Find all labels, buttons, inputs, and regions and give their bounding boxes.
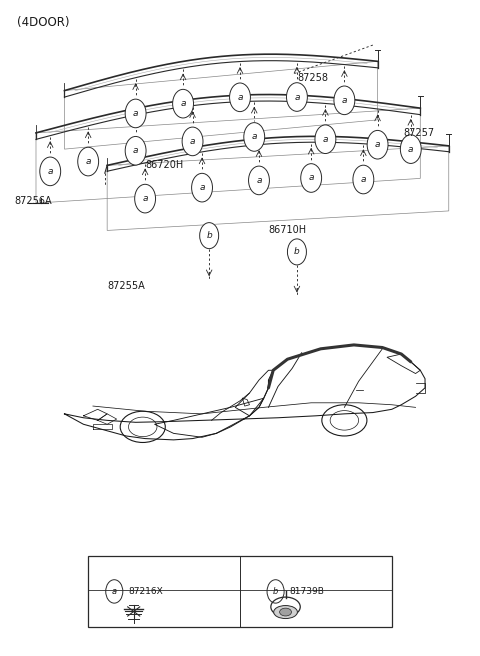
Text: a: a [252, 133, 257, 142]
Text: 87216X: 87216X [129, 587, 163, 596]
Circle shape [244, 123, 264, 152]
Circle shape [192, 173, 213, 202]
Text: a: a [133, 109, 138, 118]
Bar [88, 556, 392, 627]
Circle shape [229, 83, 251, 112]
Ellipse shape [274, 605, 298, 619]
Circle shape [78, 147, 98, 176]
Text: a: a [112, 587, 117, 596]
Circle shape [400, 135, 421, 163]
Text: 86710H: 86710H [268, 226, 307, 236]
Text: a: a [408, 144, 414, 154]
Circle shape [315, 125, 336, 154]
Text: a: a [323, 134, 328, 144]
Text: 87256A: 87256A [14, 196, 52, 206]
Text: a: a [237, 92, 243, 102]
Text: a: a [375, 140, 380, 149]
Text: b: b [273, 587, 278, 596]
Circle shape [288, 239, 306, 265]
Text: 87258: 87258 [297, 73, 328, 83]
Text: a: a [294, 92, 300, 102]
Text: a: a [342, 96, 347, 105]
Text: (4DOOR): (4DOOR) [17, 16, 70, 29]
Text: a: a [309, 173, 314, 182]
Circle shape [334, 86, 355, 115]
Circle shape [106, 580, 123, 603]
Circle shape [125, 136, 146, 165]
Circle shape [353, 165, 374, 194]
Text: 81739B: 81739B [290, 587, 324, 596]
Text: a: a [190, 137, 195, 146]
Text: a: a [48, 167, 53, 176]
Text: a: a [85, 157, 91, 166]
Text: a: a [133, 146, 138, 155]
Circle shape [301, 164, 322, 192]
Ellipse shape [280, 608, 291, 616]
Text: a: a [143, 194, 148, 203]
Text: b: b [206, 231, 212, 240]
Circle shape [125, 99, 146, 128]
Text: 86720H: 86720H [145, 160, 183, 171]
Text: a: a [180, 99, 186, 108]
Circle shape [267, 580, 284, 603]
Circle shape [135, 184, 156, 213]
Circle shape [182, 127, 203, 155]
Text: a: a [256, 176, 262, 185]
Text: a: a [199, 183, 205, 192]
Circle shape [173, 89, 193, 118]
Circle shape [249, 166, 269, 195]
Circle shape [40, 157, 60, 186]
Text: 87255A: 87255A [107, 281, 145, 291]
Circle shape [287, 83, 307, 112]
Text: 87257: 87257 [404, 128, 435, 138]
Circle shape [367, 131, 388, 159]
Text: a: a [360, 175, 366, 184]
Text: b: b [294, 247, 300, 256]
Circle shape [200, 222, 219, 249]
